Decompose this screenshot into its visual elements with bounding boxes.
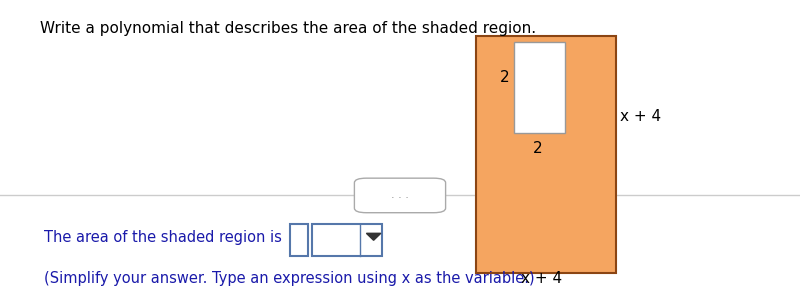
Text: x + 4: x + 4 — [620, 109, 661, 124]
Text: Write a polynomial that describes the area of the shaded region.: Write a polynomial that describes the ar… — [40, 21, 536, 36]
Text: 2: 2 — [533, 141, 542, 156]
Text: 2: 2 — [500, 70, 510, 85]
FancyBboxPatch shape — [354, 178, 446, 213]
Text: . . .: . . . — [391, 190, 409, 201]
FancyBboxPatch shape — [514, 42, 565, 133]
Text: (Simplify your answer. Type an expression using x as the variable.): (Simplify your answer. Type an expressio… — [44, 271, 534, 286]
Text: x + 4: x + 4 — [521, 271, 562, 286]
Text: The area of the shaded region is: The area of the shaded region is — [44, 230, 282, 245]
Polygon shape — [366, 233, 381, 240]
FancyBboxPatch shape — [476, 36, 616, 273]
FancyBboxPatch shape — [290, 224, 308, 256]
FancyBboxPatch shape — [312, 224, 382, 256]
